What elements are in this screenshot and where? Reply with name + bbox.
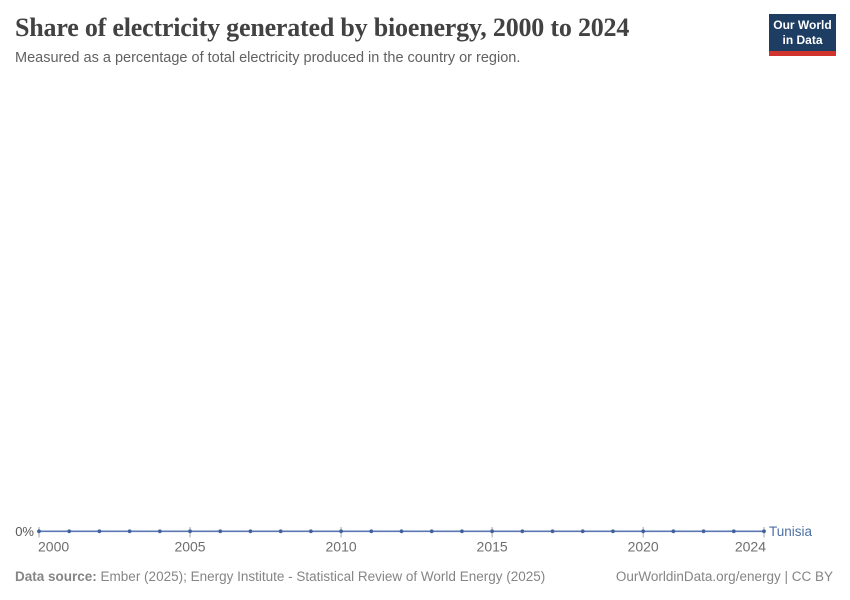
data-point[interactable]	[97, 529, 102, 534]
data-point[interactable]	[611, 529, 615, 534]
data-point[interactable]	[701, 529, 706, 534]
data-point[interactable]	[278, 529, 283, 534]
data-source-label: Data source:	[15, 569, 97, 584]
owid-logo-line2: in Data	[782, 33, 823, 47]
data-point[interactable]	[490, 529, 495, 534]
data-point[interactable]	[460, 529, 464, 534]
y-axis-zero-label: 0%	[15, 524, 34, 539]
credit-line: OurWorldinData.org/energy | CC BY	[615, 569, 833, 584]
data-point[interactable]	[762, 529, 766, 534]
data-point[interactable]	[550, 529, 555, 534]
data-source-text: Ember (2025); Energy Institute - Statist…	[100, 569, 546, 584]
data-point[interactable]	[157, 529, 162, 534]
data-point[interactable]	[67, 529, 72, 534]
data-point[interactable]	[731, 529, 736, 534]
x-tick-label: 2015	[477, 539, 508, 555]
chart-subtitle: Measured as a percentage of total electr…	[15, 50, 521, 66]
x-tick-label: 2024	[735, 539, 766, 555]
data-source-note: Data source: Ember (2025); Energy Instit…	[15, 569, 545, 584]
data-point[interactable]	[671, 529, 676, 534]
owid-logo-line1: Our World	[773, 18, 832, 32]
chart-footer: Data source: Ember (2025); Energy Instit…	[15, 569, 833, 584]
chart-title: Share of electricity generated by bioene…	[15, 13, 630, 42]
x-tick-label: 2005	[174, 539, 205, 555]
data-point[interactable]	[308, 529, 313, 534]
data-point[interactable]	[429, 529, 434, 534]
owid-logo: Our World in Data	[769, 14, 836, 56]
data-point[interactable]	[339, 529, 343, 534]
data-point[interactable]	[399, 529, 404, 534]
x-tick-label: 2020	[628, 539, 659, 555]
data-point[interactable]	[580, 529, 585, 534]
x-tick-label: 2000	[38, 539, 69, 555]
data-point[interactable]	[641, 529, 646, 534]
data-point[interactable]	[188, 529, 192, 534]
x-tick-label: 2010	[326, 539, 357, 555]
data-point[interactable]	[369, 529, 374, 534]
data-point[interactable]	[520, 529, 525, 534]
data-point[interactable]	[37, 529, 41, 534]
series-end-label-tunisia[interactable]: Tunisia	[769, 524, 813, 539]
data-point[interactable]	[218, 529, 223, 534]
data-point[interactable]	[127, 529, 132, 534]
data-point[interactable]	[248, 529, 253, 534]
